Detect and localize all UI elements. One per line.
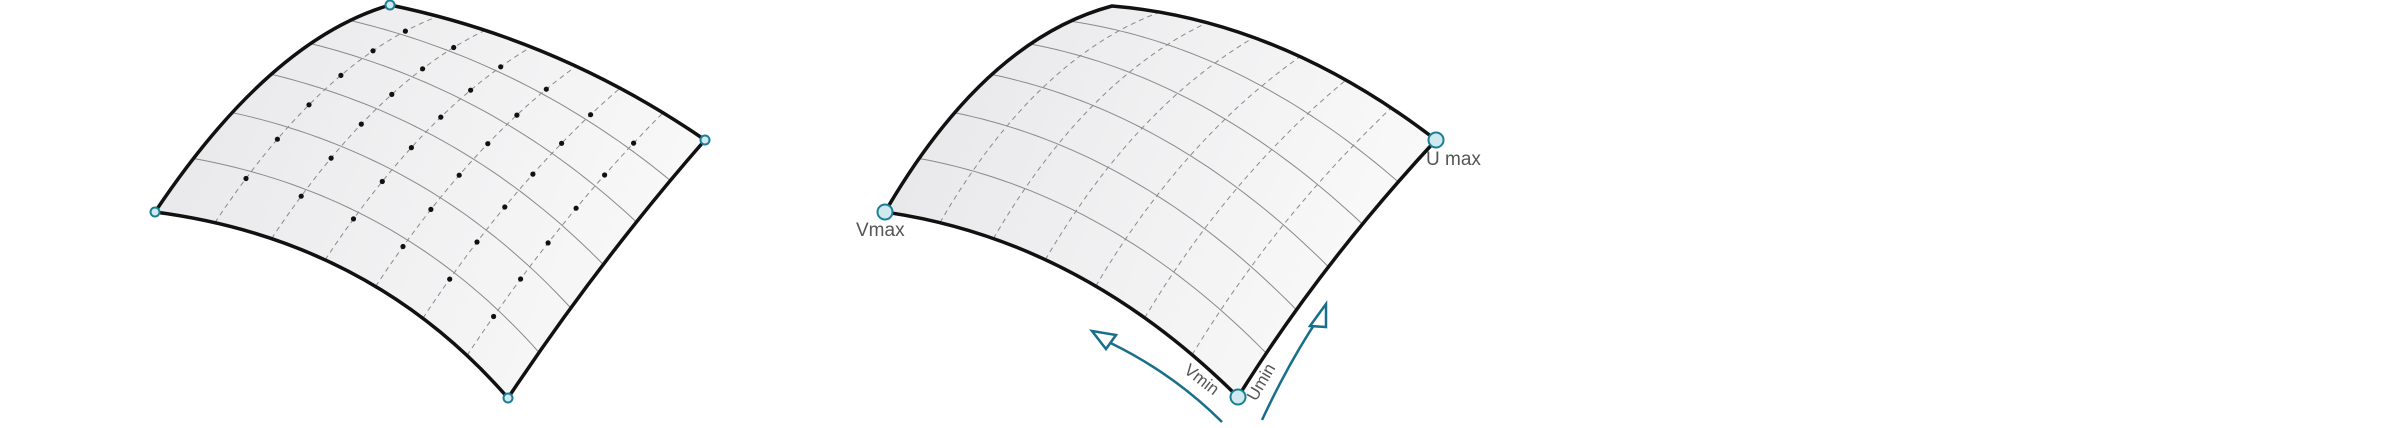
control-point (389, 91, 395, 97)
control-point (306, 102, 312, 108)
right-surface-boundary (883, 4, 1438, 399)
control-point (474, 239, 480, 245)
control-point (491, 313, 497, 320)
control-point (243, 175, 249, 182)
umax-label: U max (1426, 149, 1481, 170)
control-point (468, 87, 474, 93)
grid-line-u (991, 74, 1329, 268)
control-point (438, 114, 444, 120)
control-point (379, 178, 385, 185)
control-point (631, 140, 637, 146)
control-point (456, 172, 462, 178)
control-point (428, 206, 434, 212)
control-point (400, 243, 406, 250)
control-point (559, 140, 565, 146)
control-point (514, 112, 520, 118)
left-corner-handle-top (384, 0, 396, 11)
umax-handle (1427, 131, 1445, 149)
control-point (298, 193, 304, 199)
control-point (543, 86, 549, 92)
control-point (447, 276, 453, 282)
grid-line-v (214, 15, 439, 223)
right-surface-fill (885, 6, 1436, 397)
control-point (602, 172, 608, 178)
grid-line-u (919, 158, 1267, 354)
grid-line-u (232, 112, 572, 309)
grid-line-v (1095, 56, 1301, 287)
grid-line-v (324, 46, 532, 261)
v-direction-arrowhead (1089, 329, 1119, 352)
left-surface-fill (155, 5, 705, 398)
control-point (545, 240, 551, 246)
control-point (530, 171, 536, 177)
left-corner-handle-bottom (502, 392, 514, 404)
grid-line-u (310, 43, 637, 223)
control-point (573, 205, 579, 211)
control-point (502, 204, 508, 210)
origin-handle (1229, 388, 1247, 406)
grid-line-u (349, 20, 671, 181)
control-point (274, 136, 280, 142)
grid-line-v (1191, 107, 1392, 356)
grid-line-u (1070, 20, 1399, 183)
grid-line-u (954, 112, 1297, 311)
vmax-label: Vmax (856, 220, 905, 241)
control-point (420, 66, 426, 72)
left-corner-handle-bottom-left (149, 206, 161, 218)
control-point (328, 155, 334, 161)
grid-line-u (1030, 43, 1363, 225)
control-point (408, 145, 414, 151)
left-surface-grid (193, 15, 671, 356)
control-point (350, 216, 357, 222)
grid-line-v (466, 112, 664, 356)
control-point (338, 72, 344, 78)
control-point (370, 48, 376, 54)
grid-line-v (939, 11, 1160, 223)
grid-line-v (1144, 79, 1347, 319)
left-corner-handle-right (699, 134, 711, 146)
control-point (485, 141, 491, 147)
control-point (588, 112, 594, 118)
grid-line-v (422, 87, 621, 319)
control-point (498, 64, 504, 70)
grid-line-v (375, 65, 577, 287)
left-surface-panel (149, 0, 711, 404)
right-surface-panel: Vmax U max Vmin Umin (856, 4, 1481, 423)
grid-line-v (992, 22, 1208, 239)
right-surface-grid (919, 11, 1399, 356)
control-point (518, 276, 524, 282)
v-direction-arrow (1099, 336, 1223, 423)
grid-line-u (271, 73, 604, 265)
vmax-handle (876, 203, 894, 221)
grid-line-u (193, 158, 540, 353)
control-point (402, 28, 408, 34)
left-control-points (243, 28, 637, 320)
control-point (358, 121, 364, 127)
control-point (451, 44, 457, 51)
u-direction-arrowhead (1307, 300, 1328, 329)
grid-line-v (1044, 37, 1255, 260)
